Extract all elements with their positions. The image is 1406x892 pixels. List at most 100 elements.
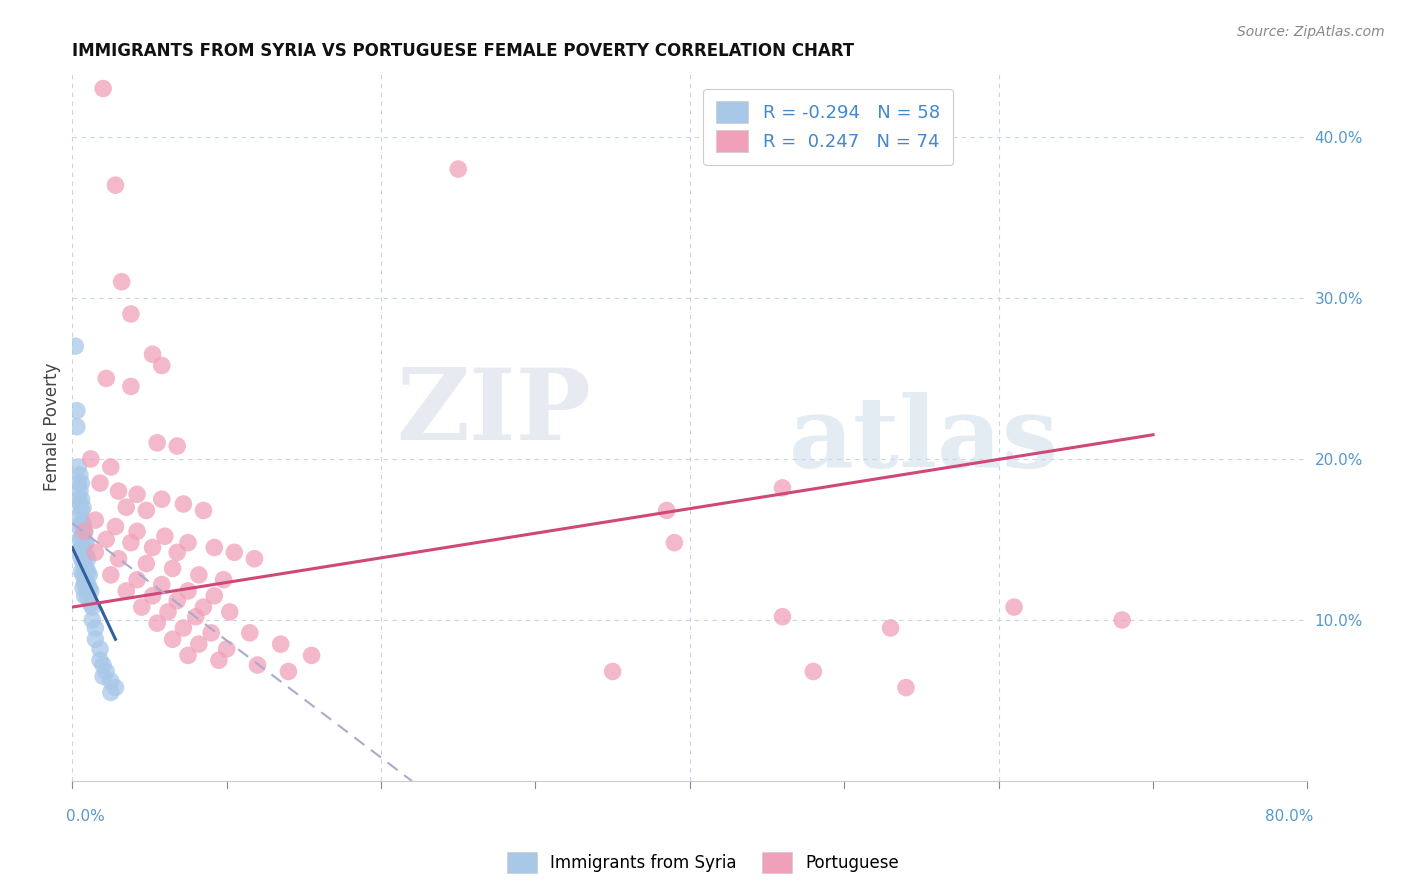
- Point: [120, 379, 142, 393]
- Text: 0.0%: 0.0%: [66, 809, 105, 824]
- Point: [76, 551, 98, 566]
- Point: [202, 589, 225, 603]
- Point: [72, 555, 94, 569]
- Point: [156, 605, 179, 619]
- Point: [70, 541, 93, 555]
- Point: [193, 503, 215, 517]
- Point: [75, 535, 97, 549]
- Point: [141, 541, 163, 555]
- Point: [96, 371, 118, 385]
- Point: [301, 648, 323, 663]
- Point: [73, 576, 96, 591]
- Point: [111, 275, 134, 289]
- Point: [84, 621, 107, 635]
- Point: [166, 593, 188, 607]
- Point: [141, 589, 163, 603]
- Point: [77, 581, 100, 595]
- Point: [224, 545, 246, 559]
- Text: IMMIGRANTS FROM SYRIA VS PORTUGUESE FEMALE POVERTY CORRELATION CHART: IMMIGRANTS FROM SYRIA VS PORTUGUESE FEMA…: [72, 42, 855, 60]
- Point: [69, 508, 91, 523]
- Point: [115, 584, 138, 599]
- Point: [82, 600, 104, 615]
- Point: [162, 632, 184, 647]
- Text: Source: ZipAtlas.com: Source: ZipAtlas.com: [1237, 25, 1385, 39]
- Point: [73, 524, 96, 539]
- Point: [146, 435, 169, 450]
- Point: [125, 573, 148, 587]
- Point: [212, 573, 235, 587]
- Point: [193, 600, 215, 615]
- Point: [277, 665, 299, 679]
- Point: [69, 543, 91, 558]
- Point: [141, 347, 163, 361]
- Point: [66, 419, 89, 434]
- Point: [89, 642, 111, 657]
- Point: [772, 481, 794, 495]
- Point: [80, 584, 103, 599]
- Point: [162, 561, 184, 575]
- Point: [75, 549, 97, 563]
- Point: [150, 359, 173, 373]
- Point: [146, 616, 169, 631]
- Point: [70, 529, 93, 543]
- Point: [73, 537, 96, 551]
- Point: [664, 535, 686, 549]
- Point: [70, 551, 93, 566]
- Point: [75, 574, 97, 589]
- Point: [187, 567, 209, 582]
- Point: [69, 484, 91, 499]
- Point: [270, 637, 292, 651]
- Point: [89, 476, 111, 491]
- Point: [100, 685, 122, 699]
- Point: [894, 681, 917, 695]
- Point: [879, 621, 901, 635]
- Point: [67, 476, 90, 491]
- Point: [73, 563, 96, 577]
- Legend: R = -0.294   N = 58, R =  0.247   N = 74: R = -0.294 N = 58, R = 0.247 N = 74: [703, 88, 952, 165]
- Point: [100, 567, 122, 582]
- Point: [120, 307, 142, 321]
- Point: [801, 665, 824, 679]
- Point: [153, 529, 176, 543]
- Point: [135, 557, 157, 571]
- Point: [84, 632, 107, 647]
- Point: [66, 403, 89, 417]
- Point: [67, 492, 90, 507]
- Point: [107, 484, 129, 499]
- Point: [447, 162, 470, 177]
- Point: [177, 535, 200, 549]
- Point: [215, 642, 238, 657]
- Point: [120, 535, 142, 549]
- Point: [208, 653, 231, 667]
- Point: [69, 519, 91, 533]
- Point: [91, 81, 114, 95]
- Point: [72, 529, 94, 543]
- Point: [76, 565, 98, 579]
- Point: [69, 533, 91, 547]
- Point: [72, 516, 94, 531]
- Point: [70, 516, 93, 531]
- Point: [150, 492, 173, 507]
- Point: [104, 178, 127, 193]
- Point: [184, 609, 207, 624]
- Point: [70, 503, 93, 517]
- Point: [84, 545, 107, 559]
- Point: [218, 605, 240, 619]
- Point: [1002, 600, 1025, 615]
- Point: [243, 551, 266, 566]
- Point: [104, 681, 127, 695]
- Point: [89, 653, 111, 667]
- Point: [125, 487, 148, 501]
- Point: [76, 577, 98, 591]
- Point: [177, 584, 200, 599]
- Point: [65, 339, 87, 353]
- Text: 80.0%: 80.0%: [1265, 809, 1313, 824]
- Point: [107, 551, 129, 566]
- Point: [76, 591, 98, 605]
- Point: [91, 669, 114, 683]
- Point: [172, 621, 194, 635]
- Point: [131, 600, 153, 615]
- Point: [96, 665, 118, 679]
- Legend: Immigrants from Syria, Portuguese: Immigrants from Syria, Portuguese: [501, 846, 905, 880]
- Y-axis label: Female Poverty: Female Poverty: [44, 362, 60, 491]
